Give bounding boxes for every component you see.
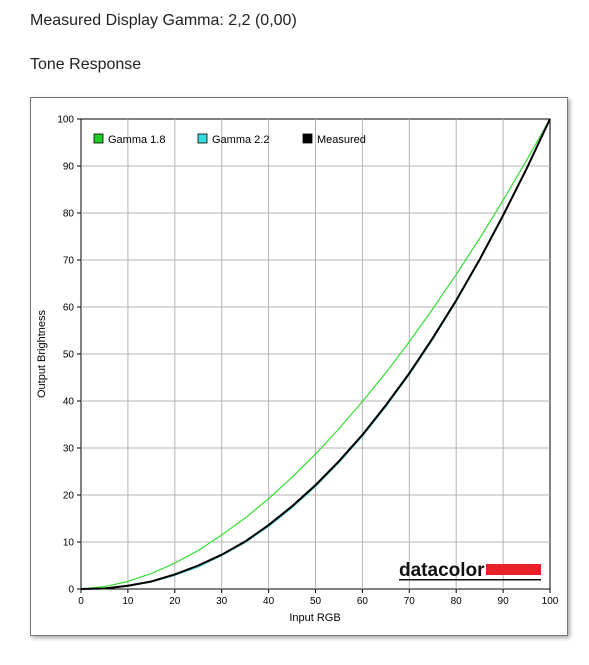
x-axis-label: Input RGB (289, 612, 340, 624)
legend-swatch-measured (302, 133, 313, 144)
y-tick-label: 50 (63, 350, 75, 361)
legend-swatch-gamma-1-8 (93, 133, 104, 144)
datacolor-logo: datacolor (399, 560, 541, 581)
y-tick-label: 90 (63, 162, 75, 173)
logo-underline (399, 579, 541, 581)
axis-ticks: 0 10 20 30 40 50 60 70 80 90 100 0 10 20 30 40 50 60 70 80 9… (57, 115, 558, 608)
x-tick-label: 80 (451, 596, 463, 607)
series-line-measured (80, 118, 551, 590)
y-tick-label: 40 (63, 397, 75, 408)
page-title: Measured Display Gamma: 2,2 (0,00) (30, 12, 297, 29)
x-tick-label: 30 (216, 596, 228, 607)
x-tick-label: 10 (122, 596, 134, 607)
series-line-gamma-1-8 (80, 118, 551, 590)
y-tick-label: 80 (63, 209, 75, 220)
y-tick-label: 0 (68, 585, 74, 596)
legend-swatch-gamma-2-2 (197, 133, 208, 144)
grid-lines (81, 119, 550, 589)
x-tick-label: 100 (542, 596, 559, 607)
series-lines (80, 118, 551, 590)
x-tick-label: 40 (263, 596, 275, 607)
x-tick-label: 50 (310, 596, 322, 607)
x-tick-label: 60 (357, 596, 369, 607)
x-tick-label: 90 (498, 596, 510, 607)
y-tick-label: 30 (63, 444, 75, 455)
y-tick-label: 70 (63, 256, 75, 267)
legend-label-gamma-2-2: Gamma 2.2 (212, 134, 269, 146)
logo-text: datacolor (399, 560, 485, 581)
y-tick-label: 10 (63, 538, 75, 549)
tone-response-chart: 0 10 20 30 40 50 60 70 80 90 100 0 10 20 30 40 50 60 70 80 9… (36, 115, 559, 625)
y-axis-label: Output Brightness (36, 309, 48, 398)
logo-accent-bar (486, 564, 541, 575)
chart-section-title: Tone Response (30, 56, 142, 73)
x-tick-label: 70 (404, 596, 416, 607)
chart-panel: 0 10 20 30 40 50 60 70 80 90 100 0 10 20 30 40 50 60 70 80 9… (30, 97, 568, 636)
y-tick-label: 60 (63, 303, 75, 314)
legend-label-measured: Measured (317, 134, 366, 146)
y-tick-label: 20 (63, 491, 75, 502)
x-tick-label: 20 (169, 596, 181, 607)
y-tick-label: 100 (57, 115, 74, 126)
legend-label-gamma-1-8: Gamma 1.8 (108, 134, 165, 146)
x-tick-label: 0 (78, 596, 84, 607)
legend: Gamma 1.8 Gamma 2.2 Measured (93, 133, 366, 146)
